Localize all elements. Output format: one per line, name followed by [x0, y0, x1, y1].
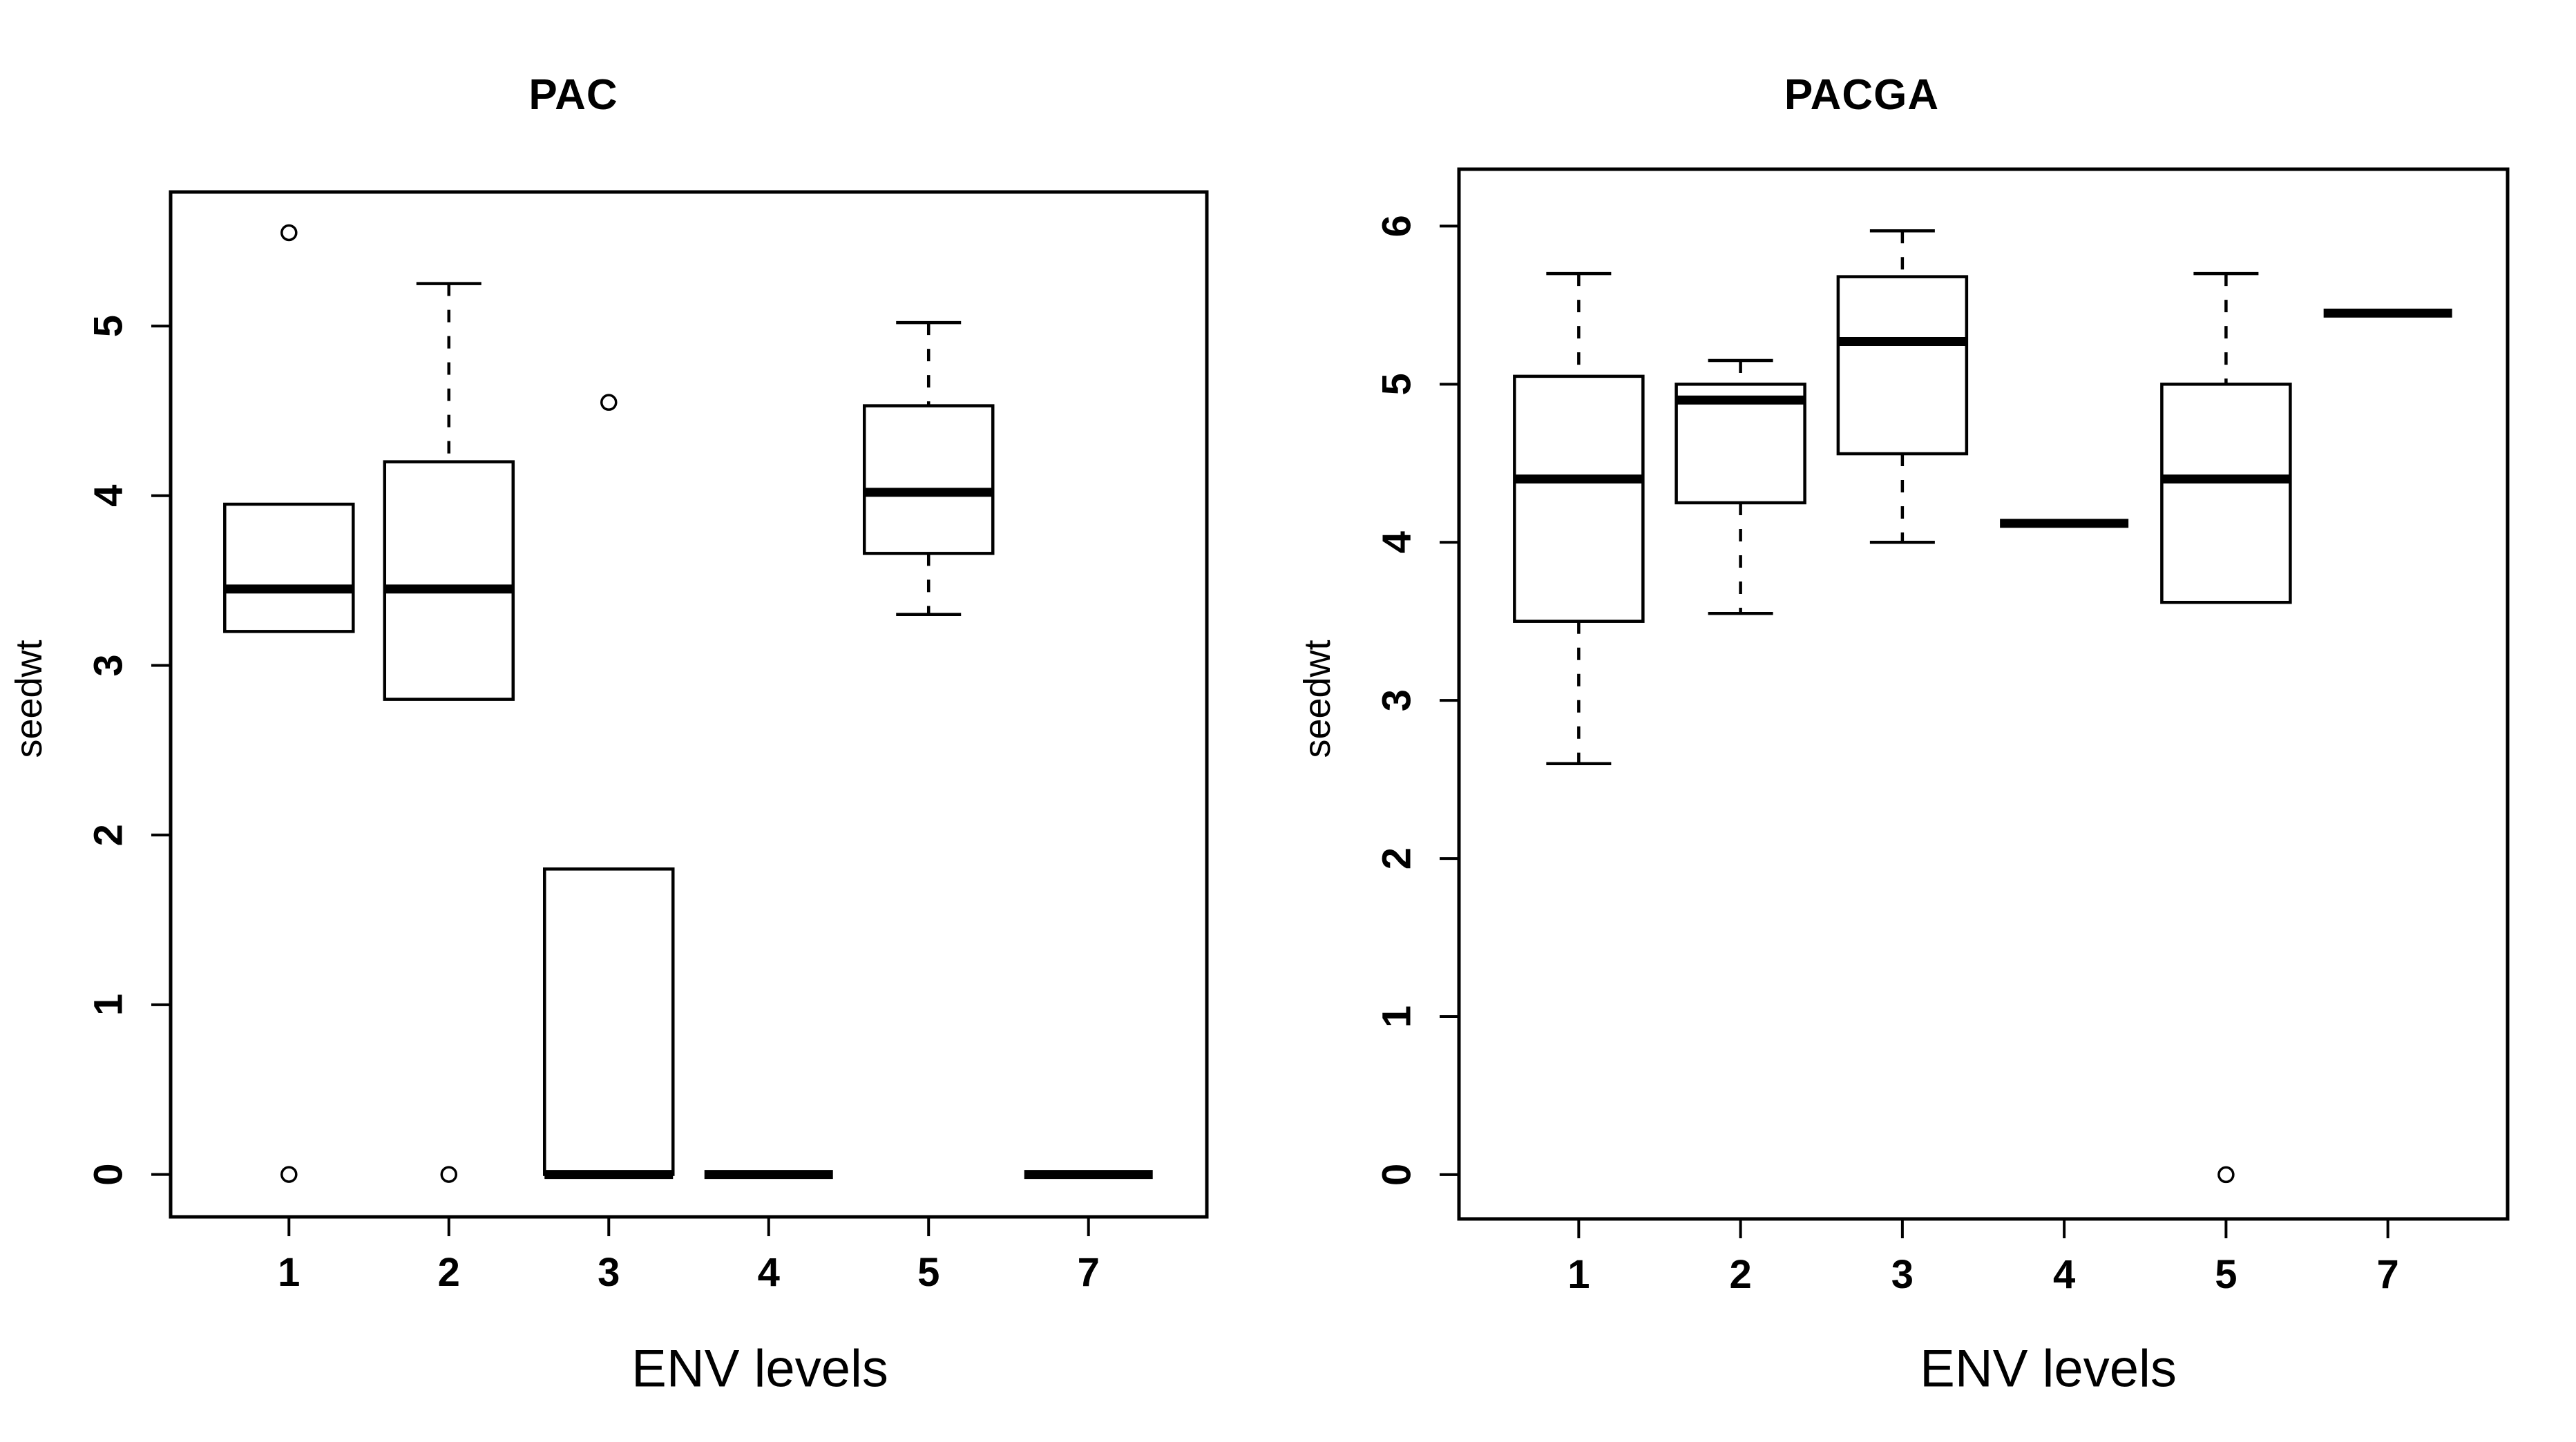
chart-title: PAC — [528, 71, 618, 119]
y-tick-label: 4 — [86, 485, 131, 507]
x-tick-label: 5 — [917, 1250, 939, 1295]
x-tick-label: 4 — [2053, 1252, 2075, 1297]
y-tick-label: 5 — [86, 315, 131, 337]
y-tick-label: 3 — [86, 654, 131, 676]
x-tick-label: 2 — [438, 1250, 460, 1295]
x-tick-label: 2 — [1729, 1252, 1751, 1297]
y-tick-label: 2 — [1375, 847, 1420, 869]
chart-title: PACGA — [1784, 71, 1940, 119]
box-body — [862, 404, 995, 555]
x-axis-title: ENV levels — [631, 1339, 888, 1398]
outlier-point — [280, 224, 298, 242]
box-body — [2160, 383, 2292, 604]
x-tick-label: 5 — [2215, 1252, 2237, 1297]
x-tick-label: 4 — [758, 1250, 780, 1295]
y-tick-label: 1 — [86, 994, 131, 1016]
y-tick-label: 4 — [1375, 531, 1420, 553]
x-axis-title: ENV levels — [1920, 1339, 2177, 1398]
outlier-point — [280, 1166, 298, 1183]
box-body — [1513, 374, 1645, 623]
box-body — [383, 460, 515, 701]
box-body — [1836, 275, 1969, 456]
y-tick-label: 1 — [1375, 1006, 1420, 1028]
x-tick-label: 7 — [1078, 1250, 1100, 1295]
outlier-point — [2217, 1166, 2235, 1184]
y-tick-label: 0 — [1375, 1164, 1420, 1186]
outlier-point — [440, 1166, 458, 1183]
plot-area-pacga: 0 1 2 3 4 5 6 1 2 3 4 5 7 — [1375, 167, 2510, 1297]
x-tick-label: 3 — [1891, 1252, 1914, 1297]
outlier-point — [600, 394, 618, 411]
x-tick-label: 1 — [278, 1250, 300, 1295]
x-tick-label: 7 — [2377, 1252, 2399, 1297]
box-body — [223, 502, 355, 633]
plot-area-pac: 0 1 2 3 4 5 1 2 3 4 5 7 — [86, 190, 1209, 1295]
plot-frame — [169, 190, 1209, 1219]
y-tick-label: 2 — [86, 824, 131, 846]
box-body — [543, 867, 675, 1176]
x-tick-label: 1 — [1567, 1252, 1590, 1297]
plot-frame — [1457, 167, 2510, 1221]
x-tick-label: 3 — [598, 1250, 620, 1295]
y-tick-label: 5 — [1375, 373, 1420, 395]
y-tick-label: 0 — [86, 1163, 131, 1185]
y-tick-label: 6 — [1375, 215, 1420, 237]
y-tick-label: 3 — [1375, 689, 1420, 711]
